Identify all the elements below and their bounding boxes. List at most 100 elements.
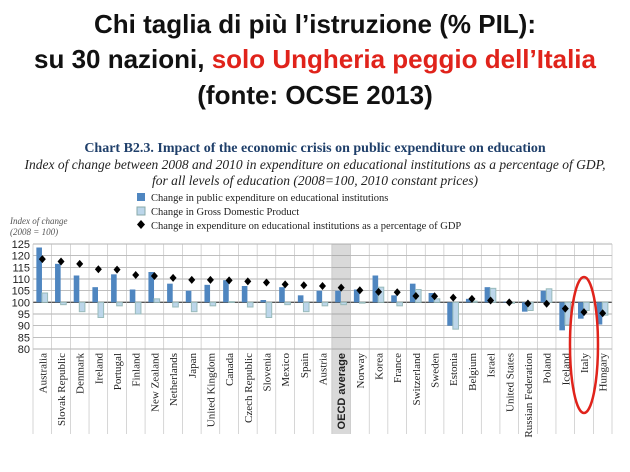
heading-highlight: solo Ungheria peggio dell’Italia	[211, 44, 596, 74]
bar-gdp	[153, 298, 161, 303]
bar-gdp	[60, 301, 67, 306]
marker-pct-gdp	[262, 278, 270, 287]
marker-pct-gdp	[76, 259, 84, 268]
heading-line-2: su 30 nazioni, solo Ungheria peggio dell…	[0, 43, 630, 75]
bar-gdp	[41, 292, 49, 303]
x-tick-label: Japan	[187, 353, 199, 379]
marker-pct-gdp	[431, 292, 439, 301]
marker-pct-gdp	[505, 298, 513, 307]
bar-education	[241, 286, 248, 303]
marker-pct-gdp	[356, 286, 364, 295]
bar-education	[316, 290, 323, 303]
x-tick-label: United Kingdom	[205, 353, 217, 428]
marker-pct-gdp	[580, 308, 588, 317]
bar-education	[204, 284, 211, 303]
bar-education	[447, 302, 453, 326]
bar-gdp	[190, 301, 198, 313]
marker-pct-gdp	[113, 265, 121, 274]
bar-education	[540, 290, 547, 303]
bar-gdp	[228, 301, 235, 303]
x-tick-label: Ireland	[93, 353, 105, 385]
legend-label: Change in Gross Domestic Product	[151, 207, 299, 218]
y-tick-label: 90	[18, 321, 30, 333]
x-tick-label: Slovak Republic	[56, 353, 68, 426]
bar-education	[185, 290, 192, 303]
x-tick-label: Denmark	[75, 353, 87, 394]
x-tick-label: New Zealand	[149, 353, 161, 412]
x-tick-label: Canada	[224, 353, 236, 386]
y-tick-label: 115	[12, 262, 30, 274]
bar-gdp	[489, 287, 497, 303]
highlight-ellipse	[568, 275, 600, 415]
bar-gdp	[209, 301, 217, 307]
heading-line-1: Chi taglia di più l’istruzione (% PIL):	[94, 9, 536, 39]
marker-pct-gdp	[412, 292, 420, 301]
marker-pct-gdp	[300, 281, 308, 290]
marker-pct-gdp	[225, 276, 233, 285]
legend-marker	[137, 220, 145, 229]
marker-pct-gdp	[468, 294, 476, 303]
bar-education	[297, 295, 304, 303]
bar-education	[260, 300, 267, 303]
marker-pct-gdp	[599, 309, 607, 318]
marker-pct-gdp	[561, 304, 569, 313]
marker-pct-gdp	[94, 265, 102, 274]
y-tick-label: 100	[12, 297, 30, 309]
bar-gdp	[265, 301, 273, 319]
bar-gdp	[452, 301, 459, 330]
x-tick-label: Estonia	[448, 353, 460, 386]
x-tick-label: Hungary	[598, 353, 610, 392]
bar-education	[167, 283, 173, 303]
heading-line-3: (fonte: OCSE 2013)	[197, 80, 433, 110]
bar-education	[372, 275, 379, 303]
bar-education	[428, 293, 435, 303]
bar-education	[409, 283, 416, 303]
x-tick-label: Korea	[374, 353, 386, 380]
y-tick-label: 95	[18, 309, 30, 321]
x-tick-label: Italy	[579, 353, 591, 374]
marker-pct-gdp	[57, 257, 65, 266]
legend-label: Change in expenditure on educational ins…	[151, 221, 461, 232]
y-axis-label: Index of change	[9, 216, 67, 226]
bar-education	[335, 290, 341, 303]
x-tick-label: Poland	[542, 353, 554, 384]
legend-swatch	[136, 206, 146, 216]
marker-pct-gdp	[244, 277, 252, 286]
bar-gdp	[433, 298, 441, 303]
x-tick-label: Slovenia	[261, 353, 273, 392]
bar-gdp	[583, 301, 590, 312]
x-tick-label: Portugal	[112, 353, 124, 390]
x-tick-label: Czech Republic	[243, 353, 255, 423]
bar-education	[391, 295, 397, 303]
y-tick-label: 85	[18, 332, 30, 344]
marker-pct-gdp	[319, 282, 326, 290]
x-tick-label: Australia	[37, 353, 49, 393]
marker-pct-gdp	[281, 280, 289, 289]
marker-pct-gdp	[150, 271, 158, 280]
chart-subtitle-2: for all levels of education (2008=100, 2…	[152, 173, 478, 188]
marker-pct-gdp	[132, 271, 140, 280]
x-tick-label: Switzerland	[411, 353, 423, 406]
x-tick-label: Israel	[486, 353, 498, 377]
heading-line-2-prefix: su 30 nazioni,	[34, 44, 212, 74]
y-tick-label: 125	[12, 239, 30, 251]
x-tick-label: Finland	[131, 353, 143, 387]
marker-pct-gdp	[38, 255, 46, 264]
bar-gdp	[321, 301, 329, 307]
legend-label: Change in public expenditure on educatio…	[151, 193, 388, 204]
legend-swatch	[137, 193, 145, 201]
bar-gdp	[134, 301, 142, 315]
bar-gdp	[601, 301, 609, 316]
y-tick-label: 105	[12, 286, 30, 298]
bar-education	[111, 274, 117, 303]
x-tick-label: Spain	[299, 353, 311, 379]
bar-education	[484, 287, 491, 303]
bar-gdp	[396, 301, 403, 307]
x-tick-label: Norway	[355, 353, 367, 389]
bar-gdp	[246, 301, 254, 308]
x-tick-label: United States	[504, 353, 516, 412]
marker-pct-gdp	[543, 299, 551, 308]
x-tick-label: Mexico	[280, 353, 292, 387]
bar-gdp	[358, 301, 366, 304]
